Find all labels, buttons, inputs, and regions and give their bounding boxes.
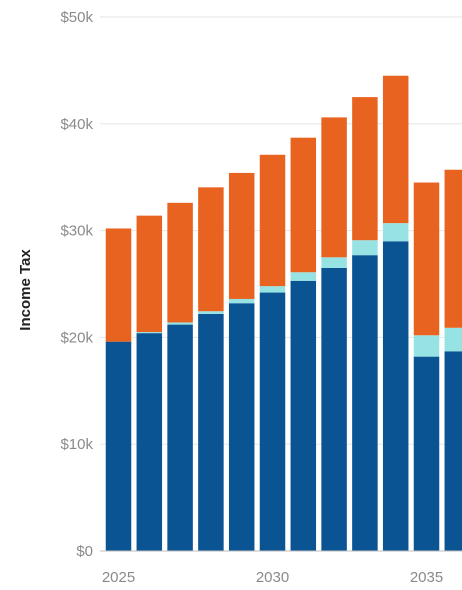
y-tick-label: $20k bbox=[60, 329, 93, 346]
y-tick-label: $0 bbox=[76, 543, 93, 560]
bar-segment[interactable] bbox=[413, 182, 440, 336]
bar-segment[interactable] bbox=[167, 202, 193, 323]
y-axis-label: Income Tax bbox=[17, 249, 34, 331]
bar-segment[interactable] bbox=[105, 341, 132, 551]
bar-segment[interactable] bbox=[444, 169, 462, 328]
x-tick-label: 2035 bbox=[410, 569, 443, 586]
y-tick-label: $50k bbox=[60, 9, 93, 26]
bar-segment[interactable] bbox=[198, 187, 224, 312]
y-tick-label: $30k bbox=[60, 223, 93, 240]
y-tick-labels: $0 $10k $20k $30k $40k $50k bbox=[60, 9, 93, 560]
y-tick-label: $40k bbox=[60, 116, 93, 133]
bar-segment[interactable] bbox=[228, 172, 255, 299]
bar-segment[interactable] bbox=[444, 351, 462, 551]
bar-segment[interactable] bbox=[228, 303, 255, 551]
bar-segment[interactable] bbox=[382, 241, 409, 551]
bar-segment[interactable] bbox=[321, 257, 347, 268]
bar-segment[interactable] bbox=[167, 322, 193, 325]
bar-segment[interactable] bbox=[444, 327, 462, 352]
bar-segment[interactable] bbox=[136, 333, 163, 551]
bar-segment[interactable] bbox=[290, 280, 317, 551]
bar-segment[interactable] bbox=[352, 97, 378, 241]
bar-segment[interactable] bbox=[413, 356, 440, 551]
bar-segment[interactable] bbox=[321, 267, 347, 551]
bar-segment[interactable] bbox=[352, 240, 378, 256]
bar-segment[interactable] bbox=[382, 75, 409, 224]
bar-segment[interactable] bbox=[228, 298, 255, 304]
bar-segment[interactable] bbox=[259, 286, 286, 293]
bar-segment[interactable] bbox=[198, 311, 224, 314]
bar-segment[interactable] bbox=[136, 215, 163, 333]
bar-segment[interactable] bbox=[290, 137, 317, 273]
bar-segment[interactable] bbox=[167, 324, 193, 551]
x-tick-labels: 2025 2030 2035 bbox=[102, 569, 443, 586]
x-tick-label: 2030 bbox=[256, 569, 289, 586]
bar-segment[interactable] bbox=[259, 154, 286, 287]
bar-segment[interactable] bbox=[382, 223, 409, 242]
bar-segment[interactable] bbox=[321, 117, 347, 258]
bar-segment[interactable] bbox=[413, 335, 440, 357]
bar-segment[interactable] bbox=[136, 332, 163, 334]
x-tick-label: 2025 bbox=[102, 569, 135, 586]
bar-segment[interactable] bbox=[198, 313, 224, 551]
bar-segment[interactable] bbox=[259, 292, 286, 551]
bars bbox=[105, 75, 462, 551]
bar-segment[interactable] bbox=[352, 255, 378, 551]
bar-segment[interactable] bbox=[105, 228, 132, 342]
y-tick-label: $10k bbox=[60, 436, 93, 453]
bar-segment[interactable] bbox=[290, 272, 317, 281]
